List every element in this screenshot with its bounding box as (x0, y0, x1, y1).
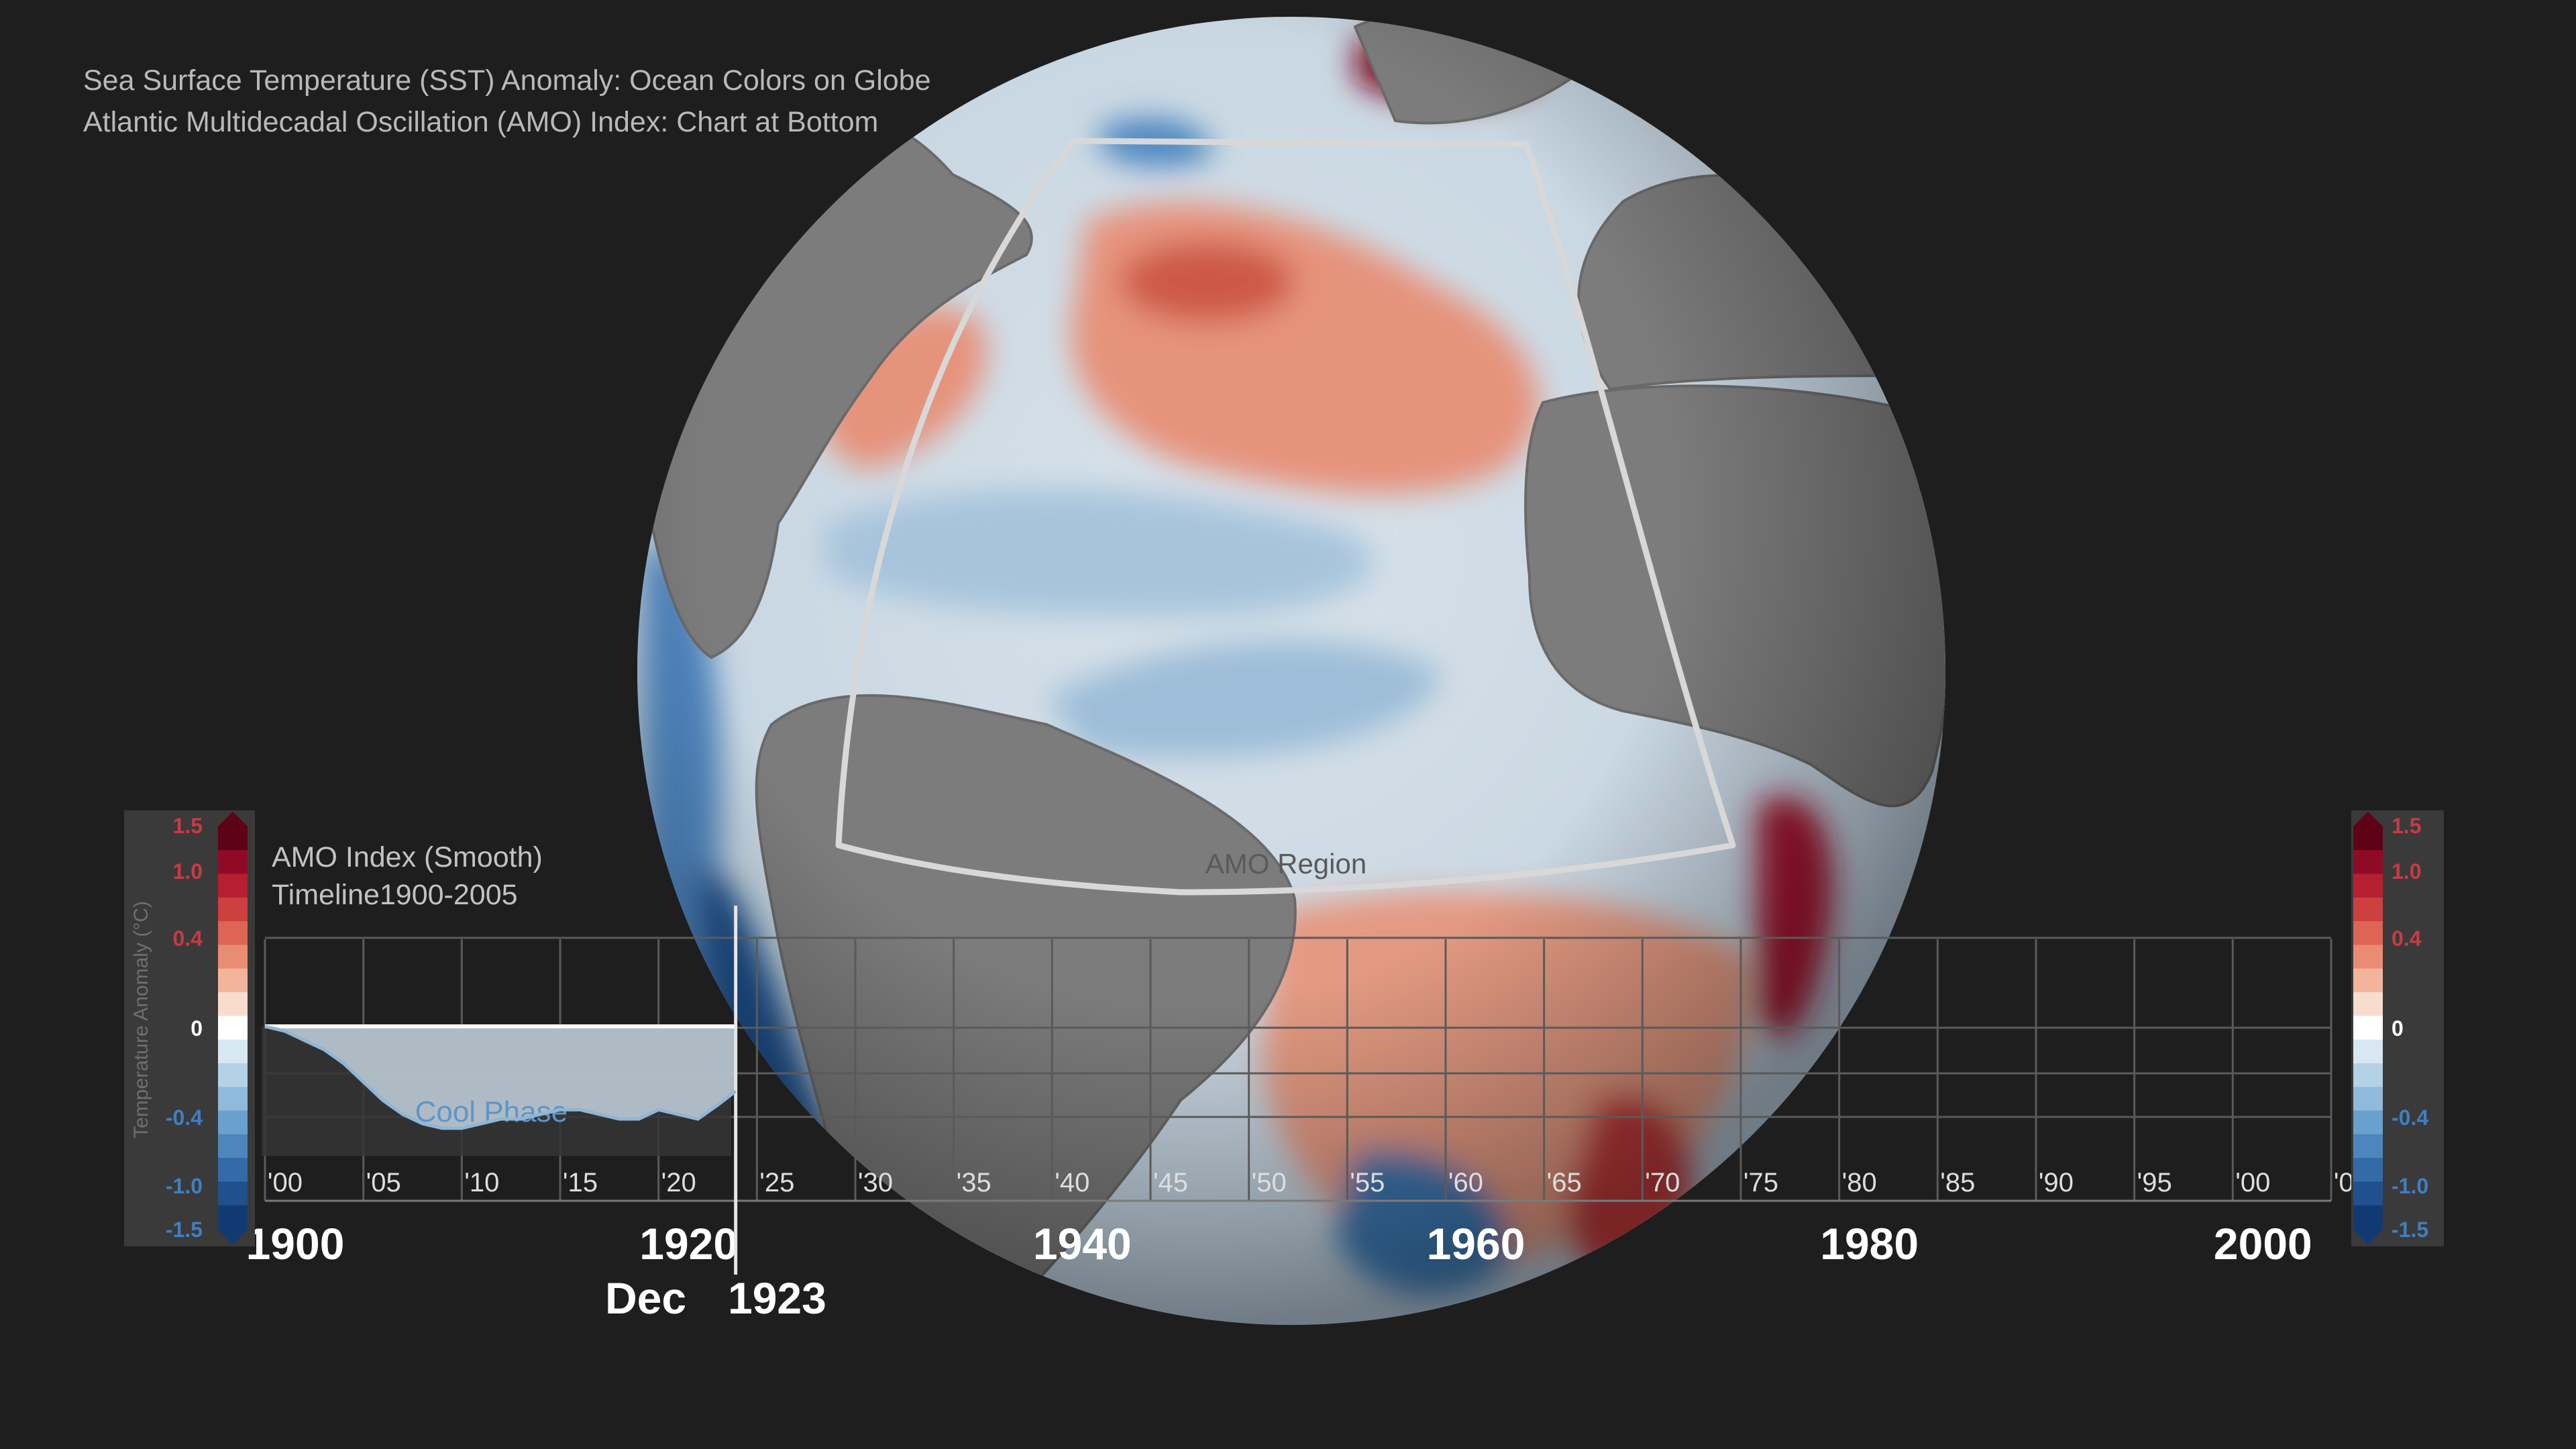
x-tick-label: '00 (268, 1168, 303, 1197)
colorbar-swatch (218, 826, 248, 851)
decade-label: 1920 (639, 1219, 738, 1269)
x-tick-label: '60 (1448, 1168, 1483, 1197)
header-line-1: Sea Surface Temperature (SST) Anomaly: O… (83, 64, 931, 97)
amo-chart: '00 '05 '10 '15 '20 '25 '30 '35 '40 '45 '50 '55 '60 '… (246, 841, 2369, 1323)
colorbar-swatch (2353, 921, 2383, 946)
colorbar-swatch (218, 850, 248, 875)
colorbar-tick-label: -1.5 (2392, 1218, 2428, 1242)
x-tick-label: '45 (1153, 1168, 1188, 1197)
x-tick-label: '00 (2235, 1168, 2270, 1197)
colorbar-tick-label: 0.4 (173, 926, 203, 951)
amo-region-box (835, 138, 1736, 896)
colorbar-tick-label: -0.4 (2392, 1106, 2428, 1130)
colorbar-swatch (2353, 1181, 2383, 1206)
x-tick-label: '75 (1743, 1168, 1778, 1197)
colorbar-tick-label: 0.4 (2392, 926, 2422, 951)
colorbar-swatch (218, 1158, 248, 1183)
current-month: Dec (605, 1273, 686, 1323)
colorbar-swatch (2353, 1205, 2383, 1230)
colorbar-swatch (218, 897, 248, 922)
colorbar-swatch (218, 921, 248, 946)
x-tick-label: '70 (1645, 1168, 1680, 1197)
colorbar-tick-label: 1.0 (173, 859, 203, 883)
colorbar-swatch (218, 1016, 248, 1040)
colorbar-swatch (2353, 1158, 2383, 1183)
colorbar-swatch (218, 1181, 248, 1206)
amo-index-edge (264, 1024, 737, 1130)
colorbar-tick-label: -1.0 (166, 1174, 203, 1198)
colorbar-swatch (2353, 1016, 2383, 1040)
x-tick-label: '35 (957, 1168, 991, 1197)
decade-label: 1900 (246, 1219, 345, 1269)
colorbar-swatch (218, 992, 248, 1017)
header-line-2: Atlantic Multidecadal Oscillation (AMO) … (83, 106, 879, 138)
colorbar-tick-label: 1.5 (2392, 814, 2421, 838)
x-tick-label: '15 (563, 1168, 598, 1197)
decade-label: 1980 (1820, 1219, 1919, 1269)
colorbar-top-arrow (218, 812, 248, 826)
x-tick-label: '65 (1547, 1168, 1582, 1197)
current-year: 1923 (728, 1273, 826, 1323)
colorbar-swatch (218, 1039, 248, 1064)
colorbar-right: 1.5 1.0 0.4 0 -0.4 -1.0 -1.5 (2351, 810, 2444, 1246)
colorbar-swatch (2353, 1039, 2383, 1064)
colorbar-tick-label: 1.0 (2392, 859, 2421, 883)
colorbar-swatch (218, 873, 248, 898)
colorbar-bottom-arrow (2353, 1229, 2383, 1245)
colorbar-swatch (2353, 1134, 2383, 1159)
globe-shading (637, 17, 1945, 1325)
decade-label: 2000 (2214, 1219, 2312, 1269)
colorbar-tick-label: -1.5 (166, 1218, 203, 1242)
colorbar-swatch (218, 1063, 248, 1088)
colorbar-swatch (218, 1205, 248, 1230)
colorbar-swatch (218, 968, 248, 994)
x-tick-label: '10 (464, 1168, 499, 1197)
colorbar-swatch (2353, 873, 2383, 898)
x-tick-label: '50 (1252, 1168, 1287, 1197)
decade-label: 1960 (1427, 1219, 1525, 1269)
x-tick-label: '30 (858, 1168, 893, 1197)
colorbar-swatch (2353, 945, 2383, 969)
colorbar-swatch (2353, 968, 2383, 994)
colorbar-tick-label: -1.0 (2392, 1174, 2428, 1198)
amo-area-cool-phase (265, 1026, 736, 1128)
colorbar-left: 1.5 1.0 0.4 0 -0.4 -1.0 -1.5 (124, 810, 255, 1246)
colorbar-tick-label: 1.5 (173, 814, 203, 838)
x-tick-label: '05 (366, 1168, 401, 1197)
chart-title: AMO Index (Smooth) (272, 841, 543, 873)
x-tick-label: '90 (2039, 1168, 2074, 1197)
colorbar-top-arrow (2353, 812, 2383, 826)
decade-labels: 1900 1920 1940 1960 1980 2000 (246, 1219, 2312, 1269)
colorbar-swatch (2353, 1087, 2383, 1112)
x-tick-label: '80 (1842, 1168, 1877, 1197)
colorbar-swatch (2353, 850, 2383, 875)
colorbar-tick-label: 0 (2392, 1016, 2404, 1040)
colorbar-swatch (2353, 992, 2383, 1017)
colorbar-axis-label: Temperature Anomaly (°C) (130, 901, 152, 1138)
colorbar-swatch (2353, 1110, 2383, 1135)
colorbar-swatch (218, 1134, 248, 1159)
amo-region-label: AMO Region (1205, 848, 1366, 879)
chart-subtitle: Timeline1900-2005 (272, 879, 518, 911)
x-tick-label: '40 (1055, 1168, 1089, 1197)
x-tick-label: '55 (1350, 1168, 1385, 1197)
colorbar-swatch (218, 1110, 248, 1135)
x-tick-label: '85 (1940, 1168, 1975, 1197)
x-tick-label: '20 (661, 1168, 696, 1197)
colorbar-tick-label: -0.4 (166, 1106, 203, 1130)
x-tick-label: '95 (2137, 1168, 2172, 1197)
colorbar-tick-label: 0 (191, 1016, 203, 1040)
colorbar-swatch (2353, 1063, 2383, 1088)
x-tick-label: '25 (759, 1168, 794, 1197)
colorbar-swatch (218, 945, 248, 969)
colorbar-swatch (218, 1087, 248, 1112)
decade-label: 1940 (1033, 1219, 1132, 1269)
colorbar-bottom-arrow (218, 1229, 248, 1245)
colorbar-swatch (2353, 826, 2383, 851)
colorbar-swatch (2353, 897, 2383, 922)
